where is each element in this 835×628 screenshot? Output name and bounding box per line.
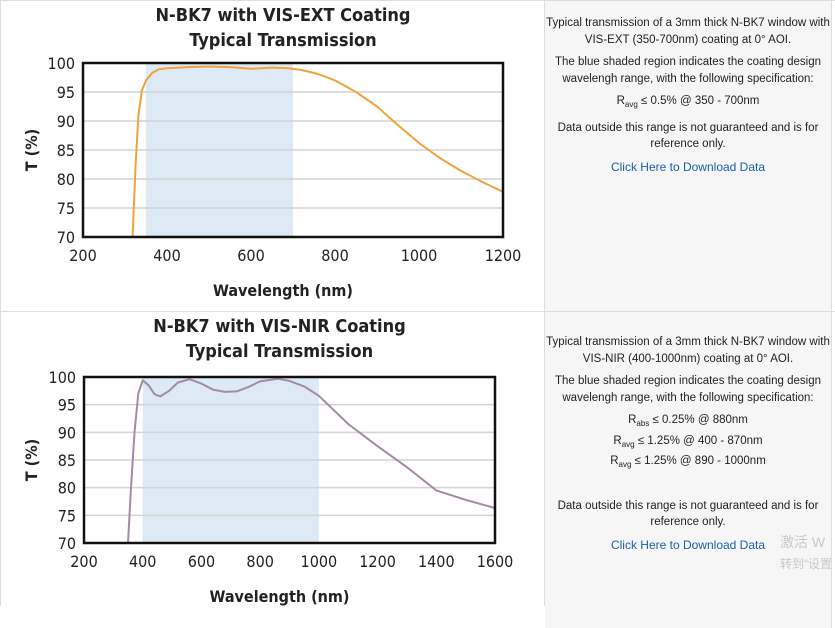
x-tick-label: 1200 [359, 552, 396, 571]
chart-vis-nir: N-BK7 with VIS-NIR Coating Typical Transm… [22, 316, 514, 606]
y-tick-label: 70 [57, 228, 75, 247]
x-tick-label: 200 [69, 246, 96, 265]
shade-note: The blue shaded region indicates the coa… [555, 375, 821, 404]
y-tick-label: 95 [58, 396, 76, 415]
watermark-line-1: 激活 W [780, 534, 826, 550]
y-tick-label: 90 [58, 423, 76, 442]
description: Typical transmission of a 3mm thick N-BK… [546, 336, 830, 365]
chart-title: N-BK7 with VIS-EXT Coating [155, 5, 410, 26]
download-data-link[interactable]: Click Here to Download Data [610, 537, 766, 552]
y-tick-label: 75 [57, 199, 75, 218]
chart-title: N-BK7 with VIS-NIR Coating [153, 316, 405, 337]
row-vis-ext: N-BK7 with VIS-EXT Coating Typical Transm… [0, 0, 835, 326]
x-tick-label: 600 [237, 246, 264, 265]
plot-frame [81, 61, 505, 239]
spec-1-0: Rabs ≤ 0.25% @ 880nm [628, 414, 748, 428]
y-tick-label: 85 [57, 141, 75, 160]
transmission-line [131, 65, 504, 238]
x-tick-label: 800 [321, 246, 348, 265]
y-tick-label: 75 [58, 506, 76, 525]
x-tick-label: 1600 [477, 552, 514, 571]
transmission-line [127, 377, 496, 544]
y-axis-label: T (%) [22, 129, 41, 171]
download-data-link[interactable]: Click Here to Download Data [610, 159, 766, 174]
y-tick-label: 100 [49, 368, 76, 387]
x-axis-label: Wavelength (nm) [213, 281, 353, 300]
y-tick-label: 95 [57, 83, 75, 102]
watermark-line-2: 转到“设置 [780, 557, 832, 571]
chart-title: Typical Transmission [189, 30, 376, 51]
description-cell: Typical transmission of a 3mm thick N-BK… [545, 1, 832, 326]
chart-cell: N-BK7 with VIS-EXT Coating Typical Transm… [0, 1, 545, 312]
y-axis-label: T (%) [22, 439, 41, 481]
chart-cell: N-BK7 with VIS-NIR Coating Typical Transm… [0, 312, 545, 606]
x-tick-label: 400 [153, 246, 180, 265]
y-tick-label: 80 [58, 479, 76, 498]
spec-0-0: Ravg ≤ 0.5% @ 350 - 700nm [616, 95, 760, 109]
spec-1-2: Ravg ≤ 1.25% @ 890 - 1000nm [610, 455, 766, 469]
disclaimer: Data outside this range is not guarantee… [557, 499, 819, 529]
x-tick-label: 200 [70, 552, 97, 571]
shade-note: The blue shaded region indicates the coa… [555, 56, 821, 85]
x-tick-label: 800 [246, 552, 273, 571]
y-tick-label: 100 [48, 54, 75, 73]
x-tick-label: 1200 [485, 246, 522, 265]
chart-title: Typical Transmission [186, 341, 373, 362]
y-tick-label: 85 [58, 451, 76, 470]
x-tick-label: 1000 [301, 552, 338, 571]
chart-vis-ext: N-BK7 with VIS-EXT Coating Typical Transm… [22, 5, 522, 300]
plot-frame [82, 375, 497, 545]
description: Typical transmission of a 3mm thick N-BK… [546, 17, 830, 46]
row-vis-nir: N-BK7 with VIS-NIR Coating Typical Transm… [0, 311, 835, 628]
disclaimer: Data outside this range is not guarantee… [557, 121, 819, 151]
description-cell: Typical transmission of a 3mm thick N-BK… [545, 312, 832, 628]
y-tick-label: 80 [57, 170, 75, 189]
x-axis-label: Wavelength (nm) [210, 587, 350, 606]
spec-1-1: Ravg ≤ 1.25% @ 400 - 870nm [613, 434, 763, 449]
x-tick-label: 600 [188, 552, 215, 571]
x-tick-label: 1000 [401, 246, 438, 265]
y-tick-label: 90 [57, 112, 75, 131]
y-tick-label: 70 [58, 534, 76, 553]
x-tick-label: 1400 [418, 552, 455, 571]
x-tick-label: 400 [129, 552, 156, 571]
